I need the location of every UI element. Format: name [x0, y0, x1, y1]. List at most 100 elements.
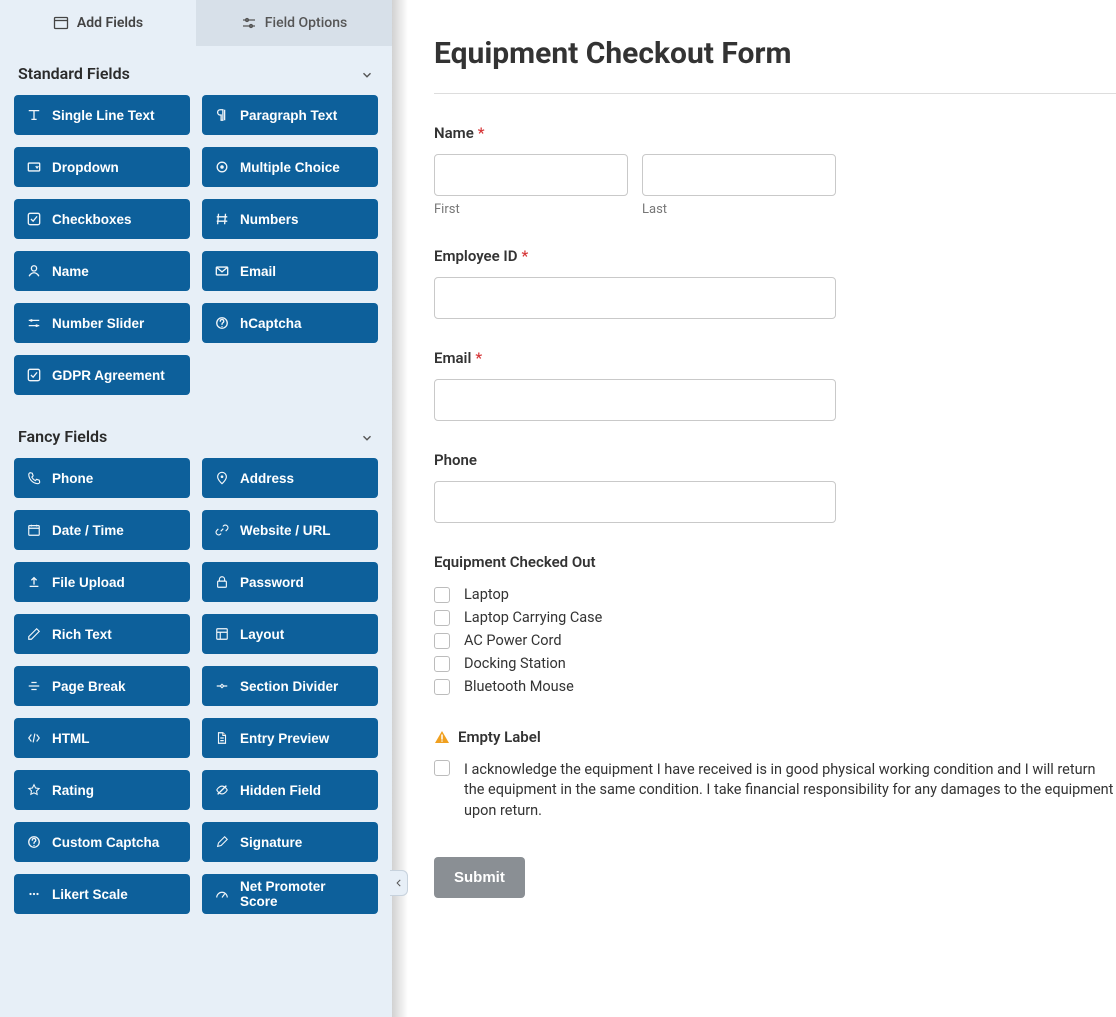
star-icon — [26, 782, 42, 798]
field-button-html[interactable]: HTML — [14, 718, 190, 758]
field-button-label: Custom Captcha — [52, 835, 159, 850]
layout-icon — [214, 626, 230, 642]
equipment-option[interactable]: Laptop Carrying Case — [434, 606, 1116, 629]
pen-icon — [214, 834, 230, 850]
field-button-label: Likert Scale — [52, 887, 128, 902]
dots-icon — [26, 886, 42, 902]
input-email[interactable] — [434, 379, 836, 421]
field-button-hcaptcha[interactable]: hCaptcha — [202, 303, 378, 343]
tab-field-options[interactable]: Field Options — [196, 0, 392, 46]
equipment-option[interactable]: Docking Station — [434, 652, 1116, 675]
form-title: Equipment Checkout Form — [434, 36, 1116, 94]
field-button-label: HTML — [52, 731, 90, 746]
paragraph-icon — [214, 107, 230, 123]
field-button-net-promoter-score[interactable]: Net Promoter Score — [202, 874, 378, 914]
field-button-single-line-text[interactable]: Single Line Text — [14, 95, 190, 135]
checkbox-acknowledgement[interactable] — [434, 760, 450, 776]
equipment-option[interactable]: Bluetooth Mouse — [434, 675, 1116, 698]
equipment-option[interactable]: Laptop — [434, 583, 1116, 606]
sidebar-tabs: Add Fields Field Options — [0, 0, 392, 46]
field-button-password[interactable]: Password — [202, 562, 378, 602]
required-indicator: * — [478, 124, 485, 142]
field-button-hidden-field[interactable]: Hidden Field — [202, 770, 378, 810]
field-button-file-upload[interactable]: File Upload — [14, 562, 190, 602]
field-acknowledgement[interactable]: Empty Label I acknowledge the equipment … — [434, 728, 1116, 821]
upload-icon — [26, 574, 42, 590]
code-icon — [26, 730, 42, 746]
checkbox[interactable] — [434, 633, 450, 649]
field-button-layout[interactable]: Layout — [202, 614, 378, 654]
field-button-label: Paragraph Text — [240, 108, 337, 123]
label-email: Email* — [434, 349, 1116, 367]
field-button-name[interactable]: Name — [14, 251, 190, 291]
field-button-label: Layout — [240, 627, 284, 642]
collapse-sidebar-button[interactable] — [390, 870, 408, 896]
field-equipment[interactable]: Equipment Checked Out LaptopLaptop Carry… — [434, 553, 1116, 698]
chevron-down-icon — [360, 67, 374, 81]
equipment-option[interactable]: AC Power Cord — [434, 629, 1116, 652]
mail-icon — [214, 263, 230, 279]
input-phone[interactable] — [434, 481, 836, 523]
equipment-option-label: Bluetooth Mouse — [464, 678, 574, 695]
required-indicator: * — [522, 247, 529, 265]
sliders-icon — [26, 315, 42, 331]
empty-label-warning: Empty Label — [434, 728, 1116, 746]
input-employee-id[interactable] — [434, 277, 836, 319]
field-button-label: Signature — [240, 835, 302, 850]
field-button-rating[interactable]: Rating — [14, 770, 190, 810]
checkbox[interactable] — [434, 610, 450, 626]
tab-add-fields[interactable]: Add Fields — [0, 0, 196, 46]
field-button-custom-captcha[interactable]: Custom Captcha — [14, 822, 190, 862]
checkbox[interactable] — [434, 587, 450, 603]
link-icon — [214, 522, 230, 538]
input-last-name[interactable] — [642, 154, 836, 196]
submit-button[interactable]: Submit — [434, 857, 525, 898]
checkbox[interactable] — [434, 679, 450, 695]
field-button-label: Number Slider — [52, 316, 144, 331]
field-button-label: Date / Time — [52, 523, 124, 538]
field-button-label: Net Promoter Score — [240, 879, 366, 909]
field-employee-id[interactable]: Employee ID* — [434, 247, 1116, 319]
field-button-date-time[interactable]: Date / Time — [14, 510, 190, 550]
gauge-icon — [214, 886, 230, 902]
field-phone[interactable]: Phone — [434, 451, 1116, 523]
field-button-entry-preview[interactable]: Entry Preview — [202, 718, 378, 758]
field-button-label: Dropdown — [52, 160, 119, 175]
field-button-label: Address — [240, 471, 294, 486]
field-button-checkboxes[interactable]: Checkboxes — [14, 199, 190, 239]
field-button-label: Single Line Text — [52, 108, 155, 123]
field-name[interactable]: Name* First Last — [434, 124, 1116, 217]
field-button-likert-scale[interactable]: Likert Scale — [14, 874, 190, 914]
lock-icon — [214, 574, 230, 590]
equipment-option-label: AC Power Cord — [464, 632, 562, 649]
section-header-standard[interactable]: Standard Fields — [14, 46, 378, 95]
field-button-website-url[interactable]: Website / URL — [202, 510, 378, 550]
field-button-numbers[interactable]: Numbers — [202, 199, 378, 239]
text-icon — [26, 107, 42, 123]
field-button-rich-text[interactable]: Rich Text — [14, 614, 190, 654]
label-phone: Phone — [434, 451, 1116, 469]
field-button-address[interactable]: Address — [202, 458, 378, 498]
field-button-signature[interactable]: Signature — [202, 822, 378, 862]
field-button-label: Website / URL — [240, 523, 331, 538]
field-button-label: Multiple Choice — [240, 160, 340, 175]
checkbox[interactable] — [434, 656, 450, 672]
field-button-gdpr-agreement[interactable]: GDPR Agreement — [14, 355, 190, 395]
field-button-paragraph-text[interactable]: Paragraph Text — [202, 95, 378, 135]
field-button-section-divider[interactable]: Section Divider — [202, 666, 378, 706]
field-button-phone[interactable]: Phone — [14, 458, 190, 498]
field-button-page-break[interactable]: Page Break — [14, 666, 190, 706]
field-button-label: Email — [240, 264, 276, 279]
input-first-name[interactable] — [434, 154, 628, 196]
field-button-label: hCaptcha — [240, 316, 302, 331]
field-button-email[interactable]: Email — [202, 251, 378, 291]
field-button-label: Section Divider — [240, 679, 338, 694]
phone-icon — [26, 470, 42, 486]
field-button-number-slider[interactable]: Number Slider — [14, 303, 190, 343]
tab-label: Add Fields — [77, 15, 143, 31]
section-header-fancy[interactable]: Fancy Fields — [14, 409, 378, 458]
equipment-option-label: Docking Station — [464, 655, 566, 672]
field-button-dropdown[interactable]: Dropdown — [14, 147, 190, 187]
field-button-multiple-choice[interactable]: Multiple Choice — [202, 147, 378, 187]
field-email[interactable]: Email* — [434, 349, 1116, 421]
